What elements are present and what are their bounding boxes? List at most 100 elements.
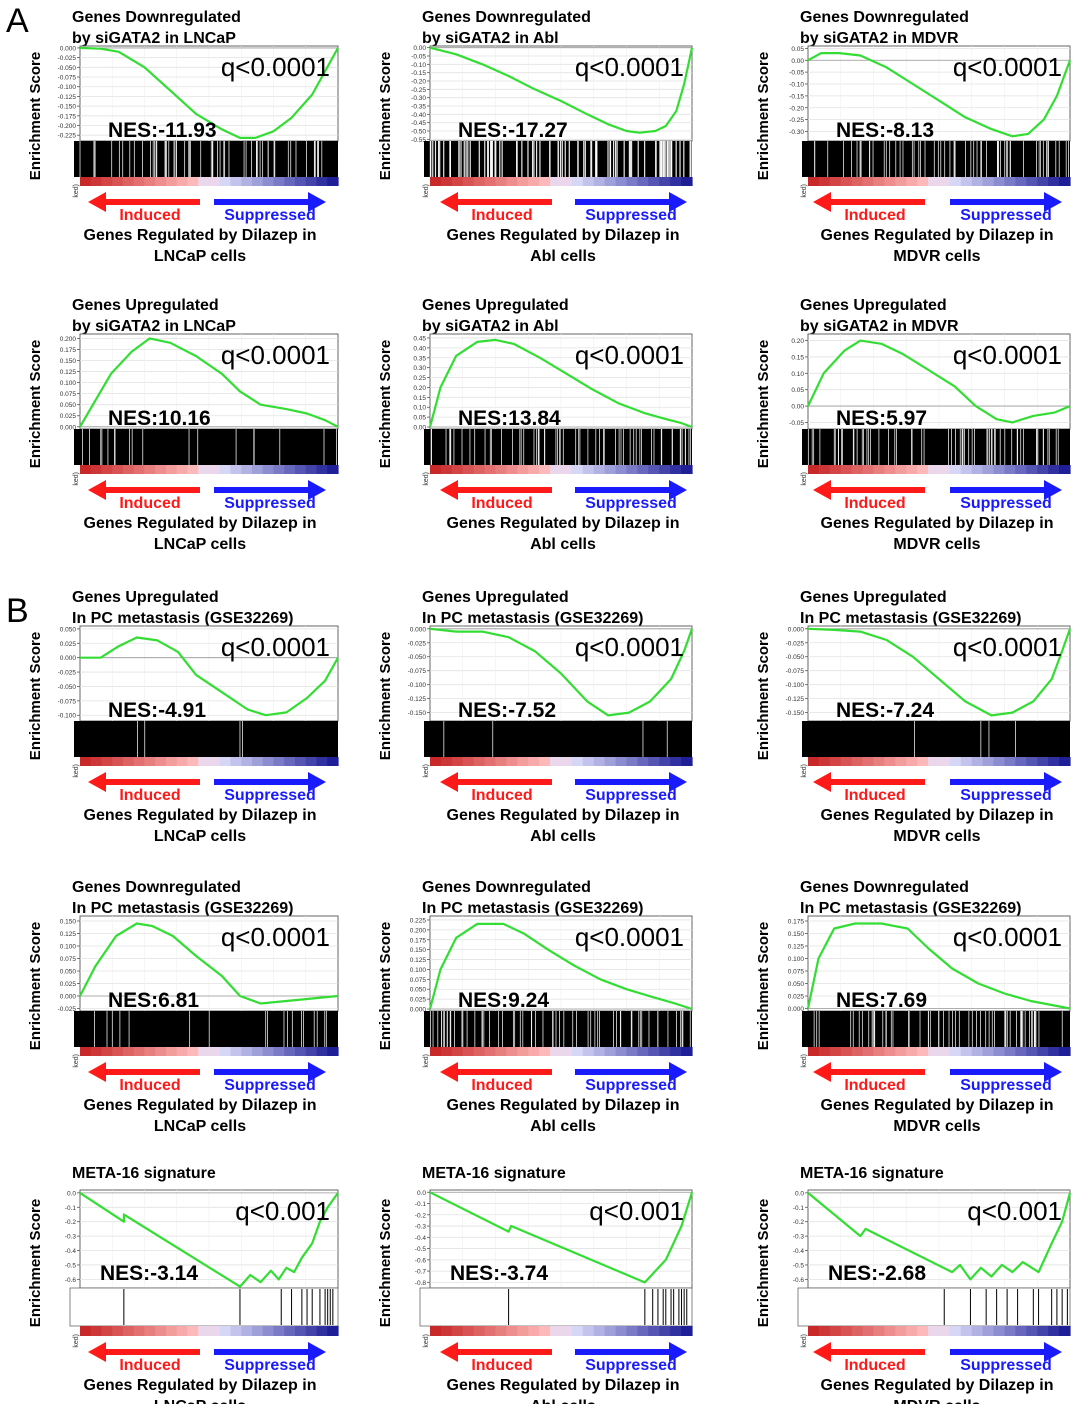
suppressed-arrowhead — [308, 772, 326, 792]
y-tick-label: 0.000 — [60, 994, 77, 1001]
rank-bar-segment — [473, 1047, 486, 1056]
suppressed-label: Suppressed — [960, 207, 1052, 224]
y-tick-label: -0.45 — [411, 120, 426, 127]
y-tick-label: 0.050 — [410, 987, 427, 994]
rank-bar-segment — [561, 465, 573, 474]
y-tick-label: -0.150 — [786, 710, 805, 717]
hit-band — [69, 1287, 339, 1327]
panel-title-line: META-16 signature — [422, 1165, 566, 1182]
y-tick-label: -0.5 — [793, 1262, 805, 1269]
y-tick-label: 0.075 — [60, 956, 77, 963]
rank-bar-segment — [1004, 1326, 1017, 1336]
rank-bar-segment — [112, 177, 124, 186]
x-axis-label-line: MDVR cells — [893, 828, 980, 845]
rank-bar-segment — [840, 1047, 853, 1056]
x-axis-label-line: Abl cells — [530, 1398, 596, 1404]
rank-bar-segment — [80, 465, 92, 474]
rank-axis-stub: ked) — [801, 1054, 808, 1068]
rank-axis-stub: ked) — [423, 184, 430, 198]
y-tick-label: 0.025 — [60, 413, 77, 420]
suppressed-label: Suppressed — [960, 1357, 1052, 1374]
rank-bar-segment — [571, 177, 584, 186]
y-axis-label: Enrichment Score — [755, 52, 772, 180]
rank-bar-segment — [1059, 177, 1071, 186]
x-axis-label-line: MDVR cells — [893, 536, 980, 553]
rank-bar-segment — [506, 1326, 518, 1336]
rank-bar-segment — [593, 757, 606, 766]
rank-bar-segment — [593, 177, 606, 186]
rank-bar-segment — [517, 465, 529, 474]
rank-bar-segment — [604, 1326, 617, 1336]
hit-band — [797, 1287, 1071, 1327]
rank-bar-segment — [862, 465, 875, 474]
rank-bar-segment — [80, 177, 92, 186]
panel-title-line: by siGATA2 in Abl — [422, 318, 559, 335]
q-value: q<0.0001 — [221, 922, 330, 952]
rank-bar-segment — [90, 465, 103, 474]
gsea-panel: Genes Upregulated by siGATA2 in MDVR 0.20 0… — [755, 297, 1071, 553]
y-tick-label: -0.150 — [408, 710, 427, 717]
rank-bar-segment — [960, 177, 973, 186]
y-tick-label: 0.100 — [60, 944, 77, 951]
nes-value: NES:-8.13 — [836, 119, 934, 142]
nes-value: NES:-2.68 — [828, 1262, 926, 1285]
induced-label: Induced — [844, 1077, 905, 1094]
x-axis-label-line: Abl cells — [530, 536, 596, 553]
hit-band — [419, 1287, 693, 1327]
y-tick-label: 0.30 — [413, 365, 426, 372]
y-axis-label: Enrichment Score — [377, 922, 394, 1050]
rank-bar-segment — [273, 1047, 285, 1056]
y-axis-label: Enrichment Score — [755, 1199, 772, 1327]
rank-bar-segment — [133, 177, 146, 186]
panel-title-line: by siGATA2 in Abl — [422, 30, 559, 47]
rank-bar-segment — [949, 757, 962, 766]
rank-bar-segment — [971, 757, 984, 766]
induced-label: Induced — [471, 1357, 532, 1374]
y-tick-label: -0.1 — [65, 1205, 77, 1212]
rank-bar-segment — [262, 465, 275, 474]
rank-bar-segment — [176, 177, 189, 186]
rank-bar-segment — [1048, 1047, 1060, 1056]
rank-bar-segment — [681, 757, 693, 766]
induced-arrowhead — [88, 192, 106, 212]
panel-title-line: Genes Downregulated — [800, 9, 969, 26]
rank-bar-segment — [681, 465, 693, 474]
rank-bar-segment — [582, 1326, 595, 1336]
enrichment-curve — [429, 46, 694, 134]
rank-bar-segment — [198, 465, 210, 474]
enrichment-curve — [79, 922, 339, 1005]
rank-bar-segment — [440, 1047, 453, 1056]
rank-bar-segment — [928, 177, 940, 186]
rank-bar-segment — [1015, 1326, 1027, 1336]
rank-bar-segment — [144, 465, 156, 474]
rank-bar-segment — [615, 465, 628, 474]
rank-bar-segment — [517, 757, 529, 766]
y-tick-label: 0.25 — [413, 375, 426, 382]
q-value: q<0.0001 — [221, 52, 330, 82]
nes-value: NES:-3.74 — [450, 1262, 548, 1285]
induced-arrowhead — [440, 192, 458, 212]
rank-bar-segment — [851, 465, 864, 474]
rank-bar-segment — [484, 465, 497, 474]
rank-bar-segment — [1015, 757, 1027, 766]
induced-arrowhead — [813, 192, 831, 212]
rank-bar-segment — [539, 465, 551, 474]
rank-bar-segment — [571, 757, 584, 766]
rank-bar-segment — [670, 1326, 682, 1336]
rank-bar-segment — [659, 465, 671, 474]
rank-bar-segment — [917, 465, 929, 474]
suppressed-arrowhead — [669, 480, 687, 500]
x-axis-label-line: Genes Regulated by Dilazep in — [821, 807, 1054, 824]
rank-bar-segment — [928, 757, 940, 766]
rank-bar-segment — [123, 177, 135, 186]
y-tick-label: 0.200 — [410, 927, 427, 934]
section-label-b: B — [6, 592, 29, 630]
induced-arrowhead — [88, 1342, 106, 1362]
y-tick-label: -0.050 — [408, 654, 427, 661]
rank-bar-segment — [284, 1326, 296, 1336]
y-tick-label: 0.175 — [60, 347, 77, 354]
rank-bar-segment — [144, 177, 156, 186]
rank-bar-segment — [808, 1326, 820, 1336]
q-value: q<0.0001 — [953, 340, 1062, 370]
y-tick-label: -0.025 — [58, 1006, 77, 1013]
